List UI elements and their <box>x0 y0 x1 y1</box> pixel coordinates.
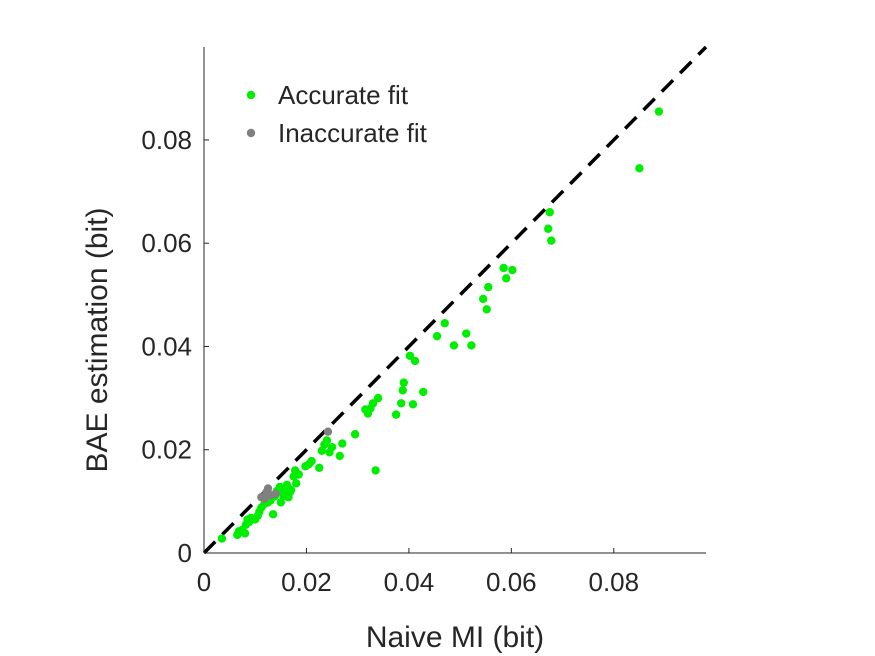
y-tick-label: 0 <box>178 538 192 568</box>
inaccurate-fit-point <box>271 489 280 498</box>
accurate-fit-point <box>499 263 508 273</box>
accurate-fit-point <box>371 466 380 475</box>
accurate-fit-point <box>478 294 488 304</box>
legend-label: Inaccurate fit <box>278 118 428 148</box>
accurate-fit-point <box>307 456 316 466</box>
accurate-fit-point <box>449 341 459 350</box>
y-tick-label: 0.04 <box>141 331 192 361</box>
accurate-fit-point <box>484 282 493 292</box>
x-tick-label: 0.08 <box>588 567 639 597</box>
accurate-fit-point <box>462 329 471 338</box>
legend-label: Accurate fit <box>278 80 409 110</box>
identity-reference-line <box>202 45 708 555</box>
legend-marker <box>246 90 256 100</box>
x-tick-label: 0.06 <box>486 567 537 597</box>
y-tick-label: 0.06 <box>141 228 192 258</box>
legend-marker <box>246 128 256 138</box>
accurate-fit-point <box>315 463 324 473</box>
accurate-fit-point <box>419 387 428 397</box>
legend: Accurate fit Inaccurate fit <box>246 80 428 148</box>
accurate-fit-point <box>368 399 378 408</box>
accurate-fit-point <box>350 430 360 439</box>
accurate-fit-point <box>373 393 383 403</box>
accurate-fit-point <box>399 378 408 387</box>
accurate-fit-point <box>654 107 664 116</box>
accurate-fit-point <box>547 236 556 245</box>
y-axis-ticks: 0 0.02 0.04 0.06 0.08 <box>141 125 209 568</box>
accurate-fit-point <box>405 351 415 360</box>
accurate-fit-point <box>467 341 476 350</box>
axes <box>203 47 706 554</box>
x-axis-title: Naive MI (bit) <box>366 621 544 654</box>
x-tick-label: 0 <box>197 567 211 597</box>
y-axis-title: BAE estimation (bit) <box>81 207 114 472</box>
y-tick-label: 0.08 <box>141 125 192 155</box>
accurate-fit-point <box>292 479 301 488</box>
x-tick-label: 0.02 <box>281 567 332 597</box>
inaccurate-fit-point <box>260 494 269 503</box>
data-points <box>217 107 664 543</box>
accurate-fit-point <box>397 399 406 408</box>
x-axis-ticks: 0 0.02 0.04 0.06 0.08 <box>197 548 639 597</box>
accurate-fit-point <box>322 436 332 445</box>
accurate-fit-point <box>398 386 407 395</box>
x-tick-label: 0.04 <box>384 567 435 597</box>
accurate-fit-point <box>544 224 553 233</box>
accurate-fit-point <box>286 485 296 495</box>
y-tick-label: 0.02 <box>141 435 192 465</box>
accurate-fit-point <box>327 442 337 452</box>
accurate-fit-point <box>545 208 554 217</box>
accurate-fit-point <box>268 510 278 519</box>
accurate-fit-point <box>410 356 420 366</box>
accurate-fit-point <box>294 470 303 479</box>
accurate-fit-point <box>408 400 418 409</box>
accurate-fit-point <box>440 319 449 328</box>
accurate-fit-point <box>217 534 227 543</box>
accurate-fit-point <box>432 331 442 341</box>
accurate-fit-point <box>508 265 517 275</box>
accurate-fit-point <box>240 529 250 538</box>
accurate-fit-point <box>338 439 347 448</box>
inaccurate-fit-point <box>263 484 273 493</box>
accurate-fit-point <box>502 274 511 283</box>
accurate-fit-point <box>391 410 401 419</box>
inaccurate-fit-point <box>323 427 333 436</box>
accurate-fit-point <box>482 305 491 314</box>
accurate-fit-point <box>335 451 344 461</box>
accurate-fit-point <box>635 164 644 173</box>
